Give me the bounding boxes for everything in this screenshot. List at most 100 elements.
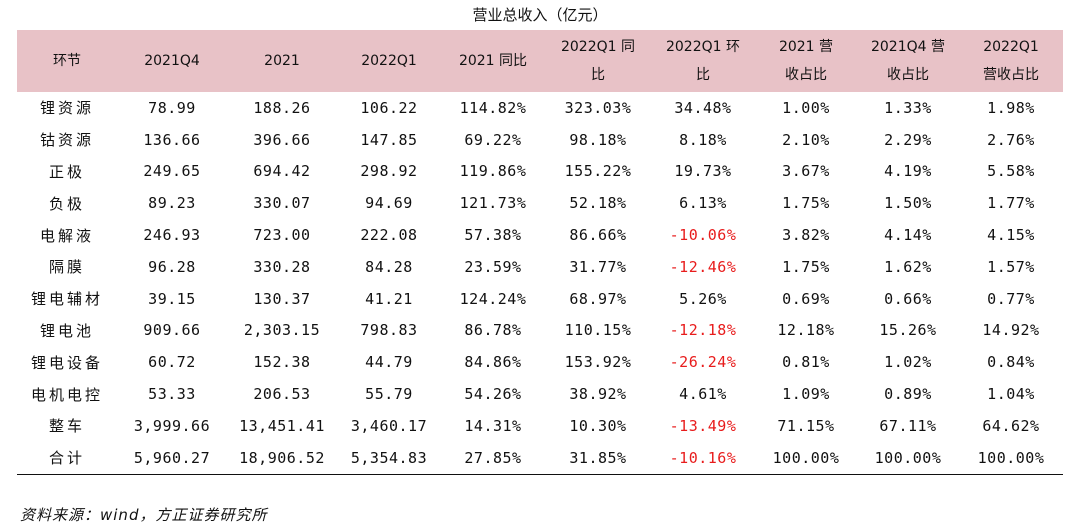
cell-share-q1: 4.15%	[987, 226, 1035, 245]
table-title: 营业总收入（亿元）	[472, 6, 608, 24]
cell-y2021: 2,303.15	[243, 321, 321, 340]
cell-yoy-q1: 31.77%	[569, 257, 627, 276]
cell-qoq-q1: -26.24%	[669, 353, 737, 372]
cell-share-2021: 1.75%	[782, 257, 830, 276]
table-row: 正极 249.65 694.42 298.92 119.86% 155.22% 19.73%…	[17, 156, 1063, 188]
cell-share-2021: 0.69%	[782, 289, 830, 308]
cell-q1-2022: 798.83	[360, 321, 418, 340]
cell-qoq-q1: 8.18%	[679, 130, 727, 149]
cell-yoy-2021: 23.59%	[464, 257, 522, 276]
cell-share-2021: 0.81%	[782, 353, 830, 372]
cell-q1-2022: 44.79	[365, 353, 413, 372]
cell-y2021: 330.07	[253, 194, 311, 213]
cell-share-q1: 2.76%	[987, 130, 1035, 149]
row-label: 正极	[48, 162, 85, 181]
cell-yoy-2021: 27.85%	[441, 441, 545, 475]
cell-share-q1: 100.00%	[959, 441, 1063, 475]
header-2022q1: 2022Q1	[337, 30, 441, 92]
table-row: 锂电设备 60.72 152.38 44.79 84.86% 153.92% -26.24%…	[17, 346, 1063, 378]
cell-yoy-q1: 155.22%	[564, 162, 632, 181]
row-label: 锂资源	[39, 99, 94, 118]
cell-q1-2022: 5,354.83	[337, 441, 441, 475]
cell-share-2021: 100.00%	[755, 441, 857, 475]
cell-share-q4: 100.00%	[857, 441, 959, 475]
cell-yoy-q1: 153.92%	[564, 353, 632, 372]
cell-share-q4: 4.19%	[884, 162, 932, 181]
cell-yoy-2021: 114.82%	[459, 98, 527, 117]
cell-q1-2022: 3,460.17	[350, 416, 428, 435]
row-label: 钴资源	[39, 131, 94, 150]
cell-share-q1: 1.57%	[987, 257, 1035, 276]
row-label: 电解液	[39, 226, 94, 245]
cell-share-q4: 0.66%	[884, 289, 932, 308]
cell-qoq-q1: -10.06%	[669, 226, 737, 245]
cell-share-q4: 15.26%	[879, 321, 937, 340]
cell-share-q4: 4.14%	[884, 226, 932, 245]
header-2022q1-share: 2022Q1 营收占比	[959, 30, 1063, 92]
cell-y2021: 152.38	[253, 353, 311, 372]
cell-q4-2021: 39.15	[148, 289, 196, 308]
cell-y2021: 694.42	[253, 162, 311, 181]
table-row: 锂资源 78.99 188.26 106.22 114.82% 323.03% 34.48%…	[17, 92, 1063, 124]
cell-share-q1: 0.77%	[987, 289, 1035, 308]
table-row: 整车 3,999.66 13,451.41 3,460.17 14.31% 10.30% -…	[17, 410, 1063, 442]
cell-qoq-q1: 6.13%	[679, 194, 727, 213]
cell-q1-2022: 55.79	[365, 385, 413, 404]
cell-qoq-q1: -12.46%	[669, 257, 737, 276]
table-row: 锂电辅材 39.15 130.37 41.21 124.24% 68.97% 5.26% 0.…	[17, 283, 1063, 315]
cell-yoy-2021: 54.26%	[464, 385, 522, 404]
cell-yoy-2021: 124.24%	[459, 289, 527, 308]
table-row: 合计 5,960.27 18,906.52 5,354.83 27.85% 31.85% -…	[17, 441, 1063, 475]
cell-share-2021: 2.10%	[782, 130, 830, 149]
cell-q1-2022: 84.28	[365, 257, 413, 276]
cell-qoq-q1: -13.49%	[669, 416, 737, 435]
cell-qoq-q1: 19.73%	[674, 162, 732, 181]
cell-yoy-q1: 323.03%	[564, 98, 632, 117]
header-2021q4-share: 2021Q4 营收占比	[857, 30, 959, 92]
cell-yoy-2021: 84.86%	[464, 353, 522, 372]
cell-q1-2022: 147.85	[360, 130, 418, 149]
table-row: 锂电池 909.66 2,303.15 798.83 86.78% 110.15% -12.…	[17, 315, 1063, 347]
table-header-row: 环节 2021Q4 2021 2022Q1 2021 同比 2022Q1 同比 …	[17, 30, 1063, 92]
revenue-table: 环节 2021Q4 2021 2022Q1 2021 同比 2022Q1 同比 …	[17, 30, 1063, 475]
cell-q4-2021: 246.93	[143, 226, 201, 245]
cell-share-q4: 2.29%	[884, 130, 932, 149]
cell-q1-2022: 106.22	[360, 98, 418, 117]
cell-share-q1: 14.92%	[982, 321, 1040, 340]
header-2021-yoy: 2021 同比	[441, 30, 545, 92]
cell-yoy-q1: 31.85%	[545, 441, 651, 475]
cell-yoy-q1: 38.92%	[569, 385, 627, 404]
cell-y2021: 130.37	[253, 289, 311, 308]
cell-y2021: 396.66	[253, 130, 311, 149]
cell-q4-2021: 89.23	[148, 194, 196, 213]
cell-share-q1: 1.77%	[987, 194, 1035, 213]
cell-qoq-q1: -12.18%	[669, 321, 737, 340]
cell-yoy-2021: 119.86%	[459, 162, 527, 181]
table-row: 电解液 246.93 723.00 222.08 57.38% 86.66% -10.06%…	[17, 219, 1063, 251]
cell-y2021: 18,906.52	[227, 441, 337, 475]
cell-yoy-q1: 68.97%	[569, 289, 627, 308]
cell-share-q1: 0.84%	[987, 353, 1035, 372]
cell-share-q4: 1.33%	[884, 98, 932, 117]
cell-q1-2022: 41.21	[365, 289, 413, 308]
cell-share-q4: 67.11%	[879, 416, 937, 435]
cell-q1-2022: 222.08	[360, 226, 418, 245]
row-label: 电机电控	[30, 385, 103, 404]
cell-share-q1: 1.04%	[987, 385, 1035, 404]
row-label: 隔膜	[48, 258, 85, 277]
header-2022q1-qoq: 2022Q1 环比	[651, 30, 755, 92]
cell-yoy-2021: 57.38%	[464, 226, 522, 245]
cell-share-2021: 1.75%	[782, 194, 830, 213]
cell-y2021: 330.28	[253, 257, 311, 276]
table-row: 隔膜 96.28 330.28 84.28 23.59% 31.77% -12.46% 1.7…	[17, 251, 1063, 283]
cell-share-q1: 1.98%	[987, 98, 1035, 117]
cell-yoy-q1: 110.15%	[564, 321, 632, 340]
header-2021-share: 2021 营收占比	[755, 30, 857, 92]
header-2022q1-yoy: 2022Q1 同比	[545, 30, 651, 92]
cell-qoq-q1: 34.48%	[674, 98, 732, 117]
row-label: 整车	[48, 417, 85, 436]
cell-share-2021: 3.82%	[782, 226, 830, 245]
cell-qoq-q1: -10.16%	[651, 441, 755, 475]
cell-qoq-q1: 4.61%	[679, 385, 727, 404]
cell-share-q4: 0.89%	[884, 385, 932, 404]
